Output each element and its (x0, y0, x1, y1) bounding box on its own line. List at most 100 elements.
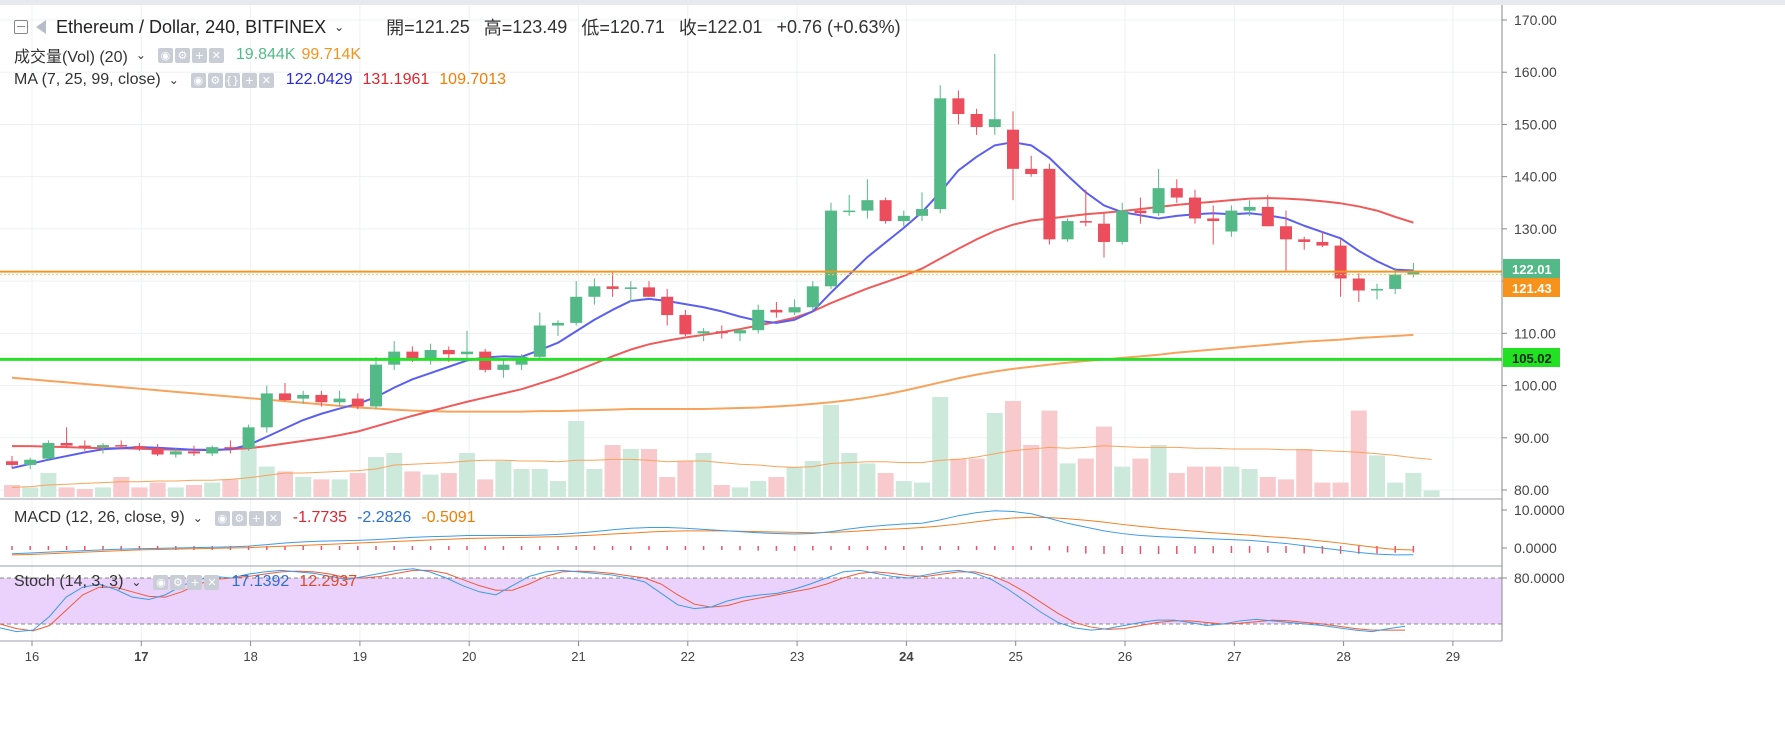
price-tick-label: 90.00 (1514, 430, 1549, 446)
symbol-title[interactable]: Ethereum / Dollar, 240, BITFINEX (56, 16, 327, 37)
legend-buttons: ◉ ⚙ + ✕ (153, 574, 220, 590)
ma25-value: 131.1961 (362, 71, 430, 88)
candle-body (442, 350, 455, 355)
volume-legend-label[interactable]: 成交量(Vol) (20) (14, 49, 128, 66)
volume-bar (1023, 445, 1040, 497)
gear-icon[interactable]: ⚙ (207, 72, 223, 88)
ma-legend[interactable]: MA (7, 25, 99, close) ⌄ ◉ ⚙{} + ✕ 122.0429 … (14, 71, 506, 89)
plus-icon[interactable]: + (241, 72, 257, 88)
time-tick-label: 22 (681, 649, 695, 664)
volume-bar (149, 482, 166, 497)
time-axis[interactable]: 16 17 18 19 20 21 22 23 24 25 26 27 28 29 (25, 641, 1460, 664)
candle-body (606, 286, 619, 289)
plus-icon[interactable]: + (187, 574, 203, 590)
volume-bar (713, 485, 730, 497)
volume-bar (986, 413, 1003, 497)
low-label: 低= (581, 18, 610, 38)
macd-line (11, 510, 1414, 556)
volume-bar (895, 481, 912, 497)
volume-bar (622, 449, 639, 497)
volume-bar (1187, 466, 1203, 497)
stoch-tick-label: 80.0000 (1514, 570, 1565, 586)
volume-legend[interactable]: 成交量(Vol) (20) ⌄ ◉ ⚙ + ✕ 19.844K 99.714K (14, 43, 361, 67)
close-icon[interactable]: ✕ (265, 510, 281, 526)
plus-icon[interactable]: + (248, 510, 264, 526)
volume-bar (586, 469, 603, 497)
gear-icon[interactable]: ⚙ (174, 47, 190, 63)
volume-ma-line (11, 445, 1432, 488)
chevron-down-icon[interactable]: ⌄ (192, 511, 203, 525)
chevron-down-icon[interactable]: ⌄ (168, 73, 179, 87)
flag-icon[interactable] (36, 20, 46, 34)
close-icon[interactable]: ✕ (258, 72, 274, 88)
gear-icon[interactable]: ⚙ (170, 574, 186, 590)
volume-bar (277, 471, 293, 497)
volume-bar (823, 405, 839, 497)
chevron-down-icon[interactable]: ⌄ (131, 575, 142, 589)
volume-bar (1114, 466, 1131, 497)
candle-body (1334, 245, 1347, 279)
candle-body (497, 364, 510, 370)
candle-body (916, 209, 928, 216)
volume-bar (768, 477, 785, 497)
chevron-down-icon[interactable]: ⌄ (135, 48, 146, 62)
close-icon[interactable]: ✕ (204, 574, 220, 590)
ma25-line (12, 197, 1414, 451)
stoch-legend-label[interactable]: Stoch (14, 3, 3) (14, 573, 124, 590)
candle-body (1352, 278, 1365, 291)
braces-icon[interactable]: {} (224, 72, 240, 88)
price-axis[interactable]: 170.00160.00150.00140.00130.00120.00110.… (1501, 5, 1565, 641)
candle-body (1116, 210, 1129, 242)
high-label: 高= (483, 18, 513, 38)
volume-bar (404, 471, 421, 497)
candle-body (24, 459, 37, 465)
candle-body (370, 364, 382, 407)
gear-icon[interactable]: ⚙ (231, 510, 247, 526)
collapse-icon[interactable] (14, 20, 28, 34)
stoch-legend[interactable]: Stoch (14, 3, 3) ⌄ ◉ ⚙ + ✕ 17.1392 12.2937 (14, 573, 357, 591)
eye-icon[interactable]: ◉ (153, 574, 169, 590)
eye-icon[interactable]: ◉ (190, 72, 206, 88)
candle-body (1079, 221, 1092, 223)
legend-buttons: ◉ ⚙ + ✕ (157, 47, 224, 63)
ma99-line (11, 333, 1414, 413)
change-value: +0.76 (+0.63%) (776, 16, 901, 37)
macd-tick-label: 0.0000 (1514, 540, 1557, 556)
candle-body (1243, 206, 1256, 211)
time-tick-label: 29 (1446, 649, 1460, 664)
orange-level-tag-bg (1503, 278, 1560, 297)
candle-body (697, 331, 710, 334)
candle-body (715, 331, 728, 334)
volume-bar (531, 469, 548, 497)
symbol-header[interactable]: Ethereum / Dollar, 240, BITFINEX ⌄ 開= 121… (14, 14, 901, 40)
macd-legend-label[interactable]: MACD (12, 26, close, 9) (14, 509, 185, 526)
volume-bar (859, 463, 876, 497)
plus-icon[interactable]: + (191, 47, 207, 63)
volume-bar (4, 485, 20, 497)
volume-bar (204, 482, 221, 497)
close-icon[interactable]: ✕ (208, 47, 224, 63)
volume-bar (295, 477, 312, 497)
ma-legend-label[interactable]: MA (7, 25, 99, close) (14, 71, 161, 88)
macd-legend[interactable]: MACD (12, 26, close, 9) ⌄ ◉ ⚙ + ✕ -1.7735 -… (14, 509, 476, 527)
candle-body (1043, 168, 1056, 240)
volume-bar (513, 469, 530, 497)
chevron-down-icon[interactable]: ⌄ (334, 20, 345, 34)
volume-bar (750, 481, 767, 497)
candle-body (1225, 210, 1238, 232)
candle-body (1025, 168, 1038, 175)
eye-icon[interactable]: ◉ (157, 47, 173, 63)
candle-body (151, 448, 164, 455)
stoch-band (0, 578, 1502, 624)
volume-bar (1041, 410, 1058, 497)
ma7-value: 122.0429 (285, 71, 353, 88)
candle-body (224, 447, 237, 449)
time-tick-label: 28 (1336, 649, 1350, 664)
eye-icon[interactable]: ◉ (214, 510, 230, 526)
stoch-d-value: 12.2937 (299, 573, 358, 590)
candle-body (461, 351, 473, 355)
time-tick-label: 19 (353, 649, 367, 664)
candle-body (770, 309, 783, 313)
volume-bar (804, 461, 821, 497)
